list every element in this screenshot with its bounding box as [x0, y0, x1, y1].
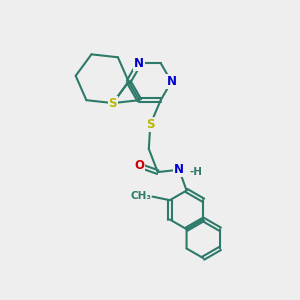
Text: N: N: [167, 75, 176, 88]
Text: -H: -H: [190, 167, 202, 176]
Text: S: S: [146, 118, 154, 131]
Text: CH₃: CH₃: [130, 191, 151, 201]
Text: O: O: [134, 159, 144, 172]
Text: N: N: [174, 163, 184, 176]
Text: S: S: [109, 97, 117, 110]
Text: N: N: [134, 57, 144, 70]
